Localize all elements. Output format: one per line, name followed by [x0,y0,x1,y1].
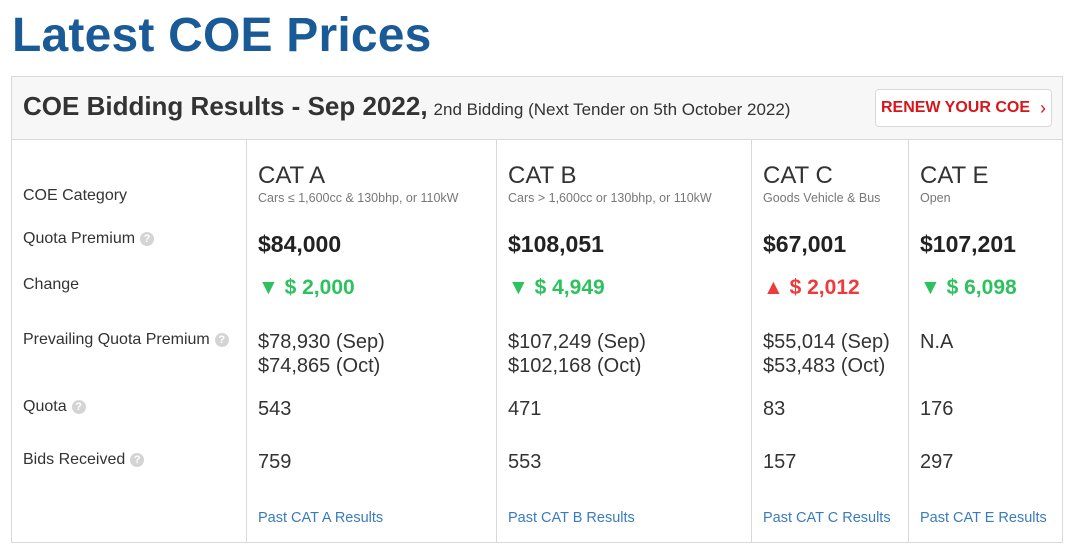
bidding-subtitle: 2nd Bidding (Next Tender on 5th October … [433,100,791,119]
category-name: CAT C [763,162,833,189]
help-icon[interactable]: ? [130,453,145,467]
category-name: CAT A [258,162,326,189]
help-icon[interactable]: ? [214,333,229,347]
pqp-oct: $102,168 (Oct) [508,355,642,377]
help-icon[interactable]: ? [71,400,86,414]
past-results-link-cat-a[interactable]: Past CAT A Results [258,510,384,526]
renew-coe-button[interactable]: RENEW YOUR COE › [875,89,1052,127]
past-results-link-cat-c[interactable]: Past CAT C Results [763,510,891,526]
prevailing-quota-premium: N.A [920,330,1058,354]
label-quota-premium: Quota Premium? [23,230,242,248]
page-title: Latest COE Prices [12,9,432,62]
quota-premium-value: $108,051 [508,231,604,257]
bids-received-value: 157 [763,451,797,473]
quota-value: 176 [920,398,954,420]
chevron-right-icon: › [1040,97,1047,118]
category-column-cat-c: CAT C Goods Vehicle & Bus $67,001 ▲ $ 2,… [751,140,908,542]
pqp-sep: N.A [920,331,954,353]
category-name: CAT E [920,162,989,189]
pqp-sep: $55,014 (Sep) [763,331,890,353]
panel-header: COE Bidding Results - Sep 2022, 2nd Biddi… [12,77,1062,140]
category-description: Cars > 1,600cc or 130bhp, or 110kW [508,191,712,205]
coe-results-panel: COE Bidding Results - Sep 2022, 2nd Biddi… [11,76,1063,543]
help-icon[interactable]: ? [140,232,155,246]
category-name: CAT B [508,162,577,189]
quota-premium-value: $107,201 [920,231,1016,257]
change-value: ▼ $ 4,949 [508,276,605,299]
prevailing-quota-premium: $78,930 (Sep) $74,865 (Oct) [258,330,492,378]
category-column-cat-e: CAT E Open $107,201 ▼ $ 6,098 N.A 176 29… [908,140,1062,542]
past-results-link-cat-e[interactable]: Past CAT E Results [920,510,1047,526]
bids-received-value: 759 [258,451,292,473]
change-value: ▼ $ 2,000 [258,276,355,299]
bidding-results-title: COE Bidding Results - Sep 2022, 2nd Biddi… [23,91,790,122]
prevailing-quota-premium: $55,014 (Sep) $53,483 (Oct) [763,330,904,378]
label-quota: Quota? [23,398,242,416]
label-quota-text: Quota [23,398,67,415]
prevailing-quota-premium: $107,249 (Sep) $102,168 (Oct) [508,330,747,378]
quota-premium-value: $67,001 [763,231,847,257]
row-labels-column: COE Category Quota Premium? Change Preva… [12,140,246,542]
category-description: Open [920,191,951,205]
past-results-link-cat-b[interactable]: Past CAT B Results [508,510,635,526]
pqp-sep: $78,930 (Sep) [258,331,385,353]
label-coe-category: COE Category [23,187,128,204]
bidding-title-text: COE Bidding Results - Sep 2022, [23,91,428,121]
pqp-sep: $107,249 (Sep) [508,331,646,353]
bids-received-value: 297 [920,451,954,473]
label-quota-premium-text: Quota Premium [23,230,136,247]
quota-premium-value: $84,000 [258,231,342,257]
bids-received-value: 553 [508,451,542,473]
category-column-cat-a: CAT A Cars ≤ 1,600cc & 130bhp, or 110kW … [246,140,496,542]
category-description: Goods Vehicle & Bus [763,191,881,205]
label-bids-received: Bids Received? [23,451,242,469]
coe-table: COE Category Quota Premium? Change Preva… [12,140,1062,542]
pqp-oct: $74,865 (Oct) [258,355,381,377]
quota-value: 83 [763,398,786,420]
change-value: ▼ $ 6,098 [920,276,1017,299]
change-value: ▲ $ 2,012 [763,276,860,299]
label-change: Change [23,276,80,293]
label-prevailing-quota-premium: Prevailing Quota Premium? [23,331,242,349]
label-bids-text: Bids Received [23,451,126,468]
quota-value: 543 [258,398,292,420]
label-prevailing-text: Prevailing Quota Premium [23,331,210,348]
quota-value: 471 [508,398,542,420]
renew-coe-label: RENEW YOUR COE [880,99,1031,116]
category-description: Cars ≤ 1,600cc & 130bhp, or 110kW [258,191,459,205]
pqp-oct: $53,483 (Oct) [763,355,886,377]
category-column-cat-b: CAT B Cars > 1,600cc or 130bhp, or 110kW… [496,140,751,542]
